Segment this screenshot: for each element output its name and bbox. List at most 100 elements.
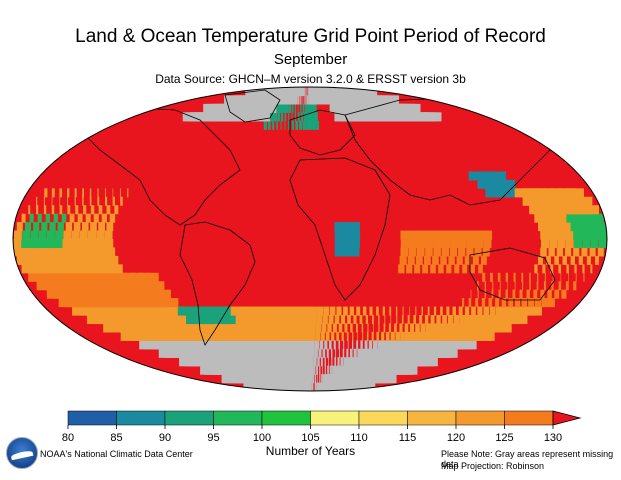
- grid-cell: [595, 222, 607, 232]
- grid-cell: [303, 112, 307, 122]
- grid-cell: [259, 112, 265, 122]
- grid-cell: [566, 264, 569, 274]
- grid-cell: [297, 103, 299, 113]
- grid-cell: [419, 357, 438, 367]
- grid-cell: [326, 374, 331, 384]
- grid-cell: [499, 323, 512, 333]
- grid-cell: [280, 348, 289, 358]
- grid-cell: [290, 306, 299, 316]
- grid-cell: [65, 222, 73, 232]
- grid-cell: [347, 340, 349, 350]
- grid-cell: [514, 306, 523, 316]
- grid-cell: [280, 112, 284, 122]
- grid-cell: [304, 87, 306, 97]
- grid-cell: [279, 315, 288, 325]
- grid-cell: [484, 281, 487, 291]
- grid-cell: [55, 230, 64, 240]
- grid-cell: [467, 323, 478, 333]
- grid-cell: [262, 112, 268, 122]
- grid-cell: [350, 222, 360, 232]
- grid-cell: [332, 323, 337, 333]
- grid-cell: [382, 306, 385, 316]
- grid-cell: [127, 281, 143, 291]
- grid-cell: [586, 222, 599, 232]
- grid-cell: [540, 230, 550, 240]
- grid-cell: [462, 323, 472, 333]
- grid-cell: [448, 255, 455, 265]
- grid-cell: [36, 205, 39, 215]
- grid-cell: [109, 264, 123, 274]
- grid-cell: [488, 171, 507, 181]
- grid-cell: [350, 323, 353, 333]
- grid-cell: [339, 365, 345, 375]
- grid-cell: [458, 306, 463, 316]
- grid-cell: [454, 264, 460, 274]
- grid-cell: [79, 247, 91, 257]
- grid-cell: [337, 357, 340, 367]
- grid-cell: [536, 205, 551, 215]
- grid-cell: [475, 298, 479, 308]
- grid-cell: [45, 213, 51, 223]
- grid-cell: [122, 272, 136, 282]
- grid-cell: [310, 306, 317, 316]
- grid-cell: [270, 306, 280, 316]
- grid-cell: [505, 315, 516, 325]
- grid-cell: [53, 264, 68, 274]
- grid-cell: [90, 272, 106, 282]
- grid-cell: [71, 247, 83, 257]
- grid-cell: [310, 315, 317, 325]
- grid-cell: [305, 348, 311, 358]
- grid-cell: [326, 348, 329, 358]
- grid-cell: [334, 315, 340, 325]
- grid-cell: [93, 264, 108, 274]
- grid-cell: [526, 289, 530, 299]
- grid-cell: [354, 382, 376, 391]
- grid-cell: [381, 340, 387, 350]
- grid-cell: [97, 196, 100, 206]
- grid-cells: [13, 87, 607, 391]
- grid-cell: [536, 281, 539, 291]
- grid-cell: [98, 222, 106, 232]
- grid-cell: [142, 281, 158, 291]
- legend-swatch: [213, 410, 263, 426]
- grid-cell: [349, 357, 355, 367]
- grid-cell: [357, 348, 362, 358]
- grid-cell: [324, 357, 326, 367]
- grid-cell: [38, 247, 51, 257]
- grid-cell: [272, 120, 275, 130]
- grid-cell: [308, 382, 311, 391]
- grid-cell: [273, 112, 278, 122]
- grid-cell: [497, 272, 501, 282]
- grid-cell: [297, 348, 304, 358]
- grid-cell: [262, 331, 273, 341]
- grid-cell: [581, 230, 592, 240]
- grid-cell: [327, 365, 329, 375]
- grid-cell: [461, 340, 477, 350]
- grid-cell: [480, 331, 495, 341]
- grid-cell: [41, 255, 55, 265]
- grid-cell: [59, 196, 61, 206]
- grid-cell: [327, 323, 332, 333]
- grid-cell: [266, 315, 277, 325]
- grid-cell: [364, 348, 370, 358]
- grid-cell: [288, 348, 297, 358]
- grid-cell: [291, 340, 298, 350]
- grid-cell: [428, 331, 437, 341]
- grid-cell: [512, 289, 516, 299]
- grid-cell: [104, 247, 116, 257]
- grid-cell: [362, 331, 364, 341]
- grid-cell: [90, 255, 103, 265]
- grid-cell: [514, 298, 521, 308]
- grid-cell: [556, 247, 564, 257]
- grid-cell: [230, 306, 243, 316]
- grid-cell: [291, 357, 299, 367]
- grid-cell: [306, 95, 309, 105]
- grid-cell: [313, 112, 318, 122]
- grid-cell: [508, 298, 514, 308]
- grid-cell: [402, 306, 404, 316]
- grid-cell: [90, 205, 95, 215]
- grid-cell: [598, 239, 607, 249]
- grid-cell: [575, 196, 593, 206]
- grid-cell: [400, 247, 409, 257]
- grid-cell: [272, 315, 282, 325]
